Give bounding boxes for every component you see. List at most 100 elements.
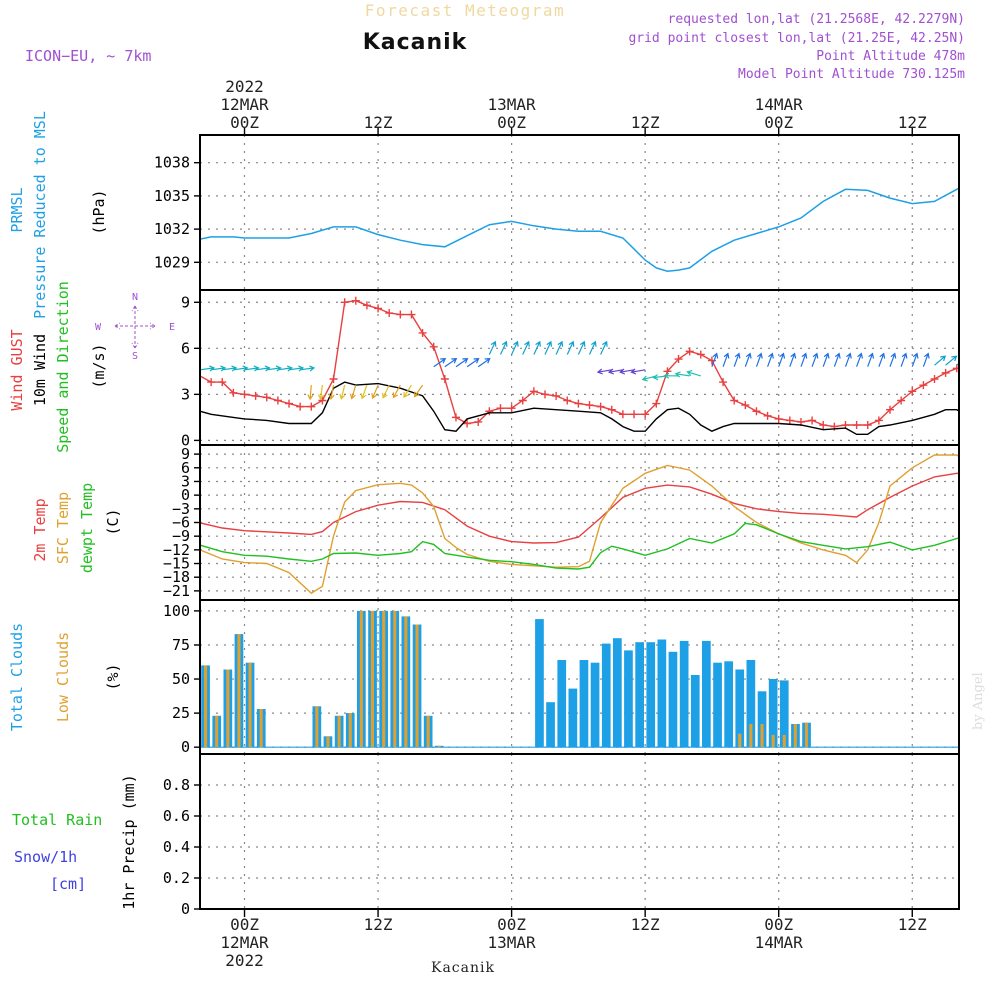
precip-label-cm: [cm] bbox=[50, 875, 86, 893]
temperature-ytick-label: −21 bbox=[163, 582, 190, 600]
wind-direction-arrow bbox=[607, 368, 624, 375]
clouds-ytick-label: 25 bbox=[172, 704, 190, 722]
total-cloud-bar bbox=[657, 639, 667, 748]
wind-direction-arrow bbox=[403, 384, 413, 398]
gust-marker bbox=[785, 416, 794, 425]
top-date-label: 14MAR bbox=[755, 95, 804, 114]
bottom-time-label: 00Z bbox=[497, 915, 526, 934]
temperature-ytick-label: −12 bbox=[163, 541, 190, 559]
wind-direction-arrow bbox=[488, 340, 497, 355]
gust-marker bbox=[296, 402, 305, 411]
gust-marker bbox=[874, 416, 883, 425]
low-cloud-bar bbox=[382, 610, 386, 748]
compass-west: W bbox=[95, 322, 102, 333]
temp-line-2 bbox=[200, 522, 959, 570]
gust-marker bbox=[852, 421, 861, 430]
wind-label-speed: Speed and Direction bbox=[54, 281, 72, 453]
wind-direction-arrow bbox=[371, 384, 379, 400]
gust-marker bbox=[463, 419, 472, 428]
wind-direction-arrow bbox=[856, 352, 863, 367]
wind-direction-arrow bbox=[349, 384, 357, 400]
wind-direction-arrow bbox=[307, 385, 314, 401]
total-cloud-bar bbox=[713, 662, 722, 748]
low-cloud-bar bbox=[393, 610, 397, 748]
low-cloud-bar bbox=[415, 624, 419, 748]
point-altitude: Point Altitude 478m bbox=[816, 49, 965, 64]
wind-direction-arrow bbox=[544, 340, 552, 355]
gust-marker bbox=[351, 296, 360, 305]
precip-ytick-label: 0.8 bbox=[163, 776, 190, 794]
wind10m-line bbox=[200, 381, 959, 435]
temperature-ytick-label: −6 bbox=[172, 514, 190, 532]
top-time-label: 00Z bbox=[230, 113, 259, 132]
gust-marker bbox=[741, 401, 750, 410]
low-cloud-bar bbox=[760, 724, 764, 748]
total-cloud-bar bbox=[568, 688, 578, 748]
low-cloud-bar bbox=[215, 715, 219, 748]
temperature-ytick-label: −18 bbox=[163, 568, 190, 586]
wind-direction-arrow bbox=[867, 352, 875, 367]
wind-direction-arrow bbox=[922, 352, 930, 367]
wind-direction-arrow bbox=[663, 372, 679, 379]
gust-marker bbox=[418, 328, 427, 337]
footer-location: Kacanik bbox=[431, 960, 495, 976]
temp-line-1 bbox=[200, 454, 959, 595]
gust-marker bbox=[652, 399, 661, 408]
gust-marker bbox=[819, 421, 828, 430]
wind-direction-arrow bbox=[619, 368, 635, 375]
gust-marker bbox=[618, 410, 627, 419]
top-time-label: 00Z bbox=[497, 113, 526, 132]
model-label: ICON−EU, ~ 7km bbox=[25, 47, 151, 65]
wind-direction-arrow bbox=[300, 365, 316, 372]
top-date-label: 12MAR bbox=[220, 95, 269, 114]
wind-ytick-label: 6 bbox=[181, 339, 190, 357]
top-time-label: 00Z bbox=[764, 113, 793, 132]
precip-ytick-label: 0.6 bbox=[163, 807, 190, 825]
gust-marker bbox=[374, 304, 383, 313]
total-cloud-bar bbox=[535, 619, 544, 748]
gust-marker bbox=[485, 407, 494, 416]
gust-marker bbox=[251, 391, 260, 400]
gust-marker bbox=[541, 390, 549, 399]
wind-direction-arrow bbox=[822, 352, 830, 367]
wind-direction-arrow bbox=[533, 340, 541, 355]
wind-direction-arrow bbox=[466, 358, 480, 368]
gust-marker bbox=[908, 387, 917, 396]
bottom-date-label: 12MAR bbox=[220, 933, 269, 952]
gust-marker bbox=[396, 310, 405, 319]
total-cloud-bar bbox=[702, 640, 711, 748]
gust-marker bbox=[986, 387, 994, 395]
gust-marker bbox=[752, 407, 761, 416]
wind-direction-arrow bbox=[392, 384, 401, 399]
total-cloud-bar bbox=[746, 660, 756, 748]
gust-marker bbox=[240, 390, 249, 399]
temperature-ytick-label: 3 bbox=[181, 472, 190, 490]
pressure-ytick-label: 1032 bbox=[154, 220, 190, 238]
gust-marker bbox=[596, 402, 605, 411]
low-cloud-bar bbox=[437, 745, 441, 748]
temp-label-dew: dewpt Temp bbox=[78, 483, 96, 573]
pressure-ytick-label: 1038 bbox=[154, 154, 190, 172]
gust-marker bbox=[919, 381, 928, 390]
bottom-time-label: 12Z bbox=[631, 915, 660, 934]
low-cloud-bar bbox=[370, 610, 374, 748]
wind-direction-arrow bbox=[360, 384, 368, 400]
top-year-label: 2022 bbox=[225, 77, 264, 96]
total-cloud-bar bbox=[624, 650, 633, 748]
low-cloud-bar bbox=[805, 722, 809, 748]
bottom-time-label: 12Z bbox=[898, 915, 927, 934]
clouds-ytick-label: 100 bbox=[163, 602, 190, 620]
total-cloud-bar bbox=[757, 691, 767, 748]
gust-marker bbox=[190, 369, 198, 377]
gust-marker bbox=[440, 375, 449, 384]
wind-direction-arrow bbox=[945, 355, 958, 366]
wind-direction-arrow bbox=[878, 352, 886, 367]
gust-marker bbox=[930, 375, 939, 384]
total-cloud-bar bbox=[190, 645, 199, 747]
clouds-ytick-label: 75 bbox=[172, 636, 190, 654]
temperature-ytick-label: 0 bbox=[181, 486, 190, 504]
temp-label-sfc: SFC Temp bbox=[54, 492, 72, 564]
wind-direction-arrow bbox=[433, 358, 447, 368]
bottom-time-label: 12Z bbox=[364, 915, 393, 934]
